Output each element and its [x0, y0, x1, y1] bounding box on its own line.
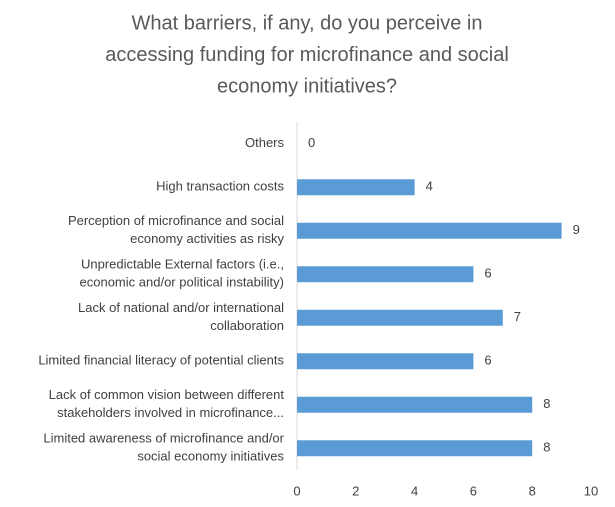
chart-title: accessing funding for microfinance and s…	[105, 44, 509, 66]
value-label: 6	[484, 353, 491, 368]
y-tick-label: Limited awareness of microfinance and/or	[43, 431, 284, 446]
y-tick-label: economic and/or political instability)	[80, 275, 284, 290]
value-label: 7	[514, 309, 521, 324]
x-tick-label: 0	[293, 483, 300, 498]
y-tick-label: Lack of national and/or international	[78, 300, 284, 315]
bar	[297, 179, 415, 196]
bar	[297, 440, 533, 457]
y-tick-label: Lack of common vision between different	[49, 387, 285, 402]
value-label: 8	[543, 440, 550, 455]
x-tick-label: 10	[584, 483, 598, 498]
y-tick-label: Others	[245, 135, 285, 150]
bar	[297, 396, 533, 413]
y-tick-label: Perception of microfinance and social	[68, 213, 284, 228]
y-tick-label: collaboration	[210, 318, 284, 333]
y-tick-label: Unpredictable External factors (i.e.,	[81, 257, 284, 272]
value-label: 6	[484, 266, 491, 281]
y-tick-label: social economy initiatives	[137, 449, 284, 464]
chart-title: economy initiatives?	[217, 75, 397, 97]
x-tick-label: 6	[470, 483, 477, 498]
value-label: 8	[543, 396, 550, 411]
value-label: 0	[308, 135, 315, 150]
y-tick-label: economy activities as risky	[130, 231, 284, 246]
y-tick-label: High transaction costs	[156, 179, 284, 194]
x-tick-label: 2	[352, 483, 359, 498]
y-tick-label: Limited financial literacy of potential …	[38, 353, 284, 368]
bar	[297, 266, 474, 283]
value-label: 9	[573, 222, 580, 237]
bar	[297, 222, 562, 239]
bar	[297, 353, 474, 370]
x-tick-label: 4	[411, 483, 418, 498]
x-tick-label: 8	[529, 483, 536, 498]
value-label: 4	[426, 179, 433, 194]
bar	[297, 309, 503, 326]
y-tick-label: stakeholders involved in microfinance...	[57, 405, 284, 420]
chart-title: What barriers, if any, do you perceive i…	[132, 12, 483, 34]
